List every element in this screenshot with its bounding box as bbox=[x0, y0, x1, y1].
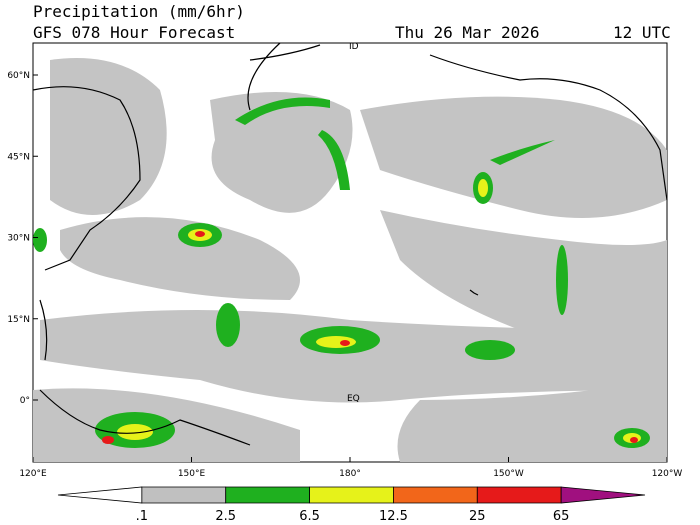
lat-label: 15°N bbox=[7, 315, 30, 325]
lon-label: 150°W bbox=[493, 469, 524, 479]
lon-label: 120°W bbox=[652, 469, 683, 479]
colorbar-label: 6.5 bbox=[299, 509, 320, 524]
coastlines bbox=[32, 42, 668, 446]
colorbar-segment bbox=[225, 486, 310, 504]
colorbar-segment bbox=[476, 486, 562, 504]
lon-label: 150°E bbox=[178, 469, 206, 479]
colorbar: .1 2.5 6.5 12.5 25 65 bbox=[57, 486, 646, 524]
lat-label: 30°N bbox=[7, 234, 30, 244]
lon-labels: 120°E 150°E 180° 150°W 120°W bbox=[19, 457, 682, 479]
lat-label: 0° bbox=[20, 396, 30, 406]
colorbar-label: 25 bbox=[469, 509, 486, 524]
colorbar-segment bbox=[309, 486, 394, 504]
map-area bbox=[32, 42, 668, 463]
precip-intense bbox=[102, 231, 638, 444]
dateline-label: ID bbox=[349, 42, 359, 52]
colorbar-segment bbox=[393, 486, 478, 504]
colorbar-segment bbox=[560, 486, 646, 504]
title: Precipitation (mm/6hr) bbox=[33, 2, 245, 21]
lon-label: 120°E bbox=[19, 469, 47, 479]
lat-label: 60°N bbox=[7, 71, 30, 81]
subtitle: GFS 078 Hour Forecast bbox=[33, 23, 235, 42]
time: 12 UTC bbox=[613, 23, 671, 42]
date: Thu 26 Mar 2026 bbox=[395, 23, 540, 42]
colorbar-label: 2.5 bbox=[215, 509, 236, 524]
lon-label: 180° bbox=[339, 469, 361, 479]
colorbar-label: 12.5 bbox=[379, 509, 408, 524]
colorbar-segment bbox=[57, 486, 143, 504]
lat-labels: 60°N 45°N 30°N 15°N 0° bbox=[7, 71, 38, 406]
lat-label: 45°N bbox=[7, 152, 30, 162]
colorbar-label: 65 bbox=[553, 509, 570, 524]
colorbar-segment bbox=[141, 486, 227, 504]
equator-label: EQ bbox=[347, 394, 360, 404]
colorbar-label: .1 bbox=[136, 509, 148, 524]
